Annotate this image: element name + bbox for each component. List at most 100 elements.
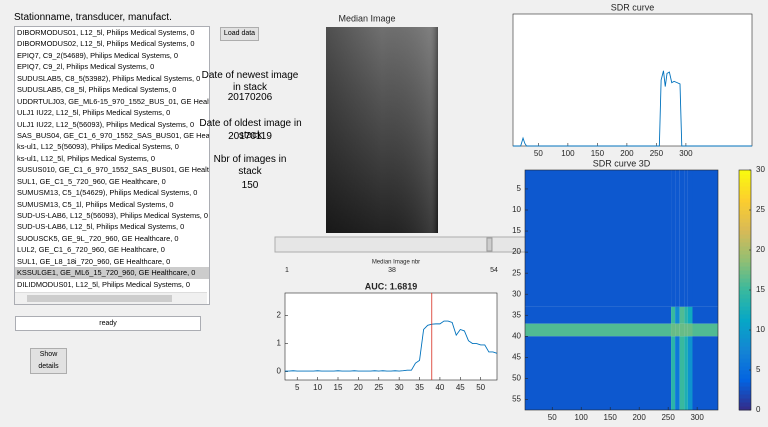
- x-tick-label: 300: [679, 149, 693, 158]
- y-tick-label: 10: [512, 205, 521, 214]
- x-tick-label: 100: [561, 149, 575, 158]
- x-tick-label: 100: [575, 413, 589, 422]
- y-tick-label: 40: [512, 331, 521, 340]
- y-tick-label: 0: [277, 367, 282, 376]
- heat-cell: [692, 306, 718, 324]
- list-item[interactable]: SUMUSM13, C5_1l, Philips Medical Systems…: [17, 199, 174, 209]
- colorbar-slice: [739, 318, 751, 323]
- show-details-button[interactable]: Show details: [30, 348, 67, 374]
- colorbar-slice: [739, 198, 751, 203]
- colorbar-slice: [739, 242, 751, 247]
- list-item[interactable]: SUDUSLAB5, C8_5(53982), Philips Medical …: [17, 73, 201, 83]
- colorbar-slice: [739, 350, 751, 355]
- colorbar-slice: [739, 306, 751, 311]
- heat-cell: [675, 306, 680, 324]
- list-item[interactable]: DIBORMODUS02, L12_5l, Philips Medical Sy…: [17, 39, 195, 49]
- colorbar-slice: [739, 326, 751, 331]
- list-item[interactable]: LUL2, GE_C1_6_720_960, GE Healthcare, 0: [17, 245, 165, 255]
- colorbar-slice: [739, 270, 751, 275]
- slider-value: 38: [388, 267, 396, 274]
- x-tick-label: 40: [435, 383, 444, 392]
- colorbar-slice: [739, 234, 751, 239]
- y-tick-label: 35: [512, 310, 521, 319]
- colorbar-slice: [739, 370, 751, 375]
- colorbar-slice: [739, 262, 751, 267]
- y-tick-label: 1: [277, 339, 282, 348]
- colorbar-slice: [739, 190, 751, 195]
- plot-area: [512, 13, 753, 147]
- heat-cell: [679, 170, 685, 307]
- colorbar-slice: [739, 382, 751, 387]
- list-item[interactable]: SUDUSLAB5, C8_5l, Philips Medical System…: [17, 85, 177, 95]
- list-item[interactable]: EPIQ7, C9_2l, Philips Medical Systems, 0: [17, 62, 155, 72]
- list-item[interactable]: ks-ul1, L12_5l, Philips Medical Systems,…: [17, 153, 156, 163]
- heat-cell: [684, 306, 688, 324]
- heat-cell: [671, 170, 676, 307]
- x-tick-label: 15: [334, 383, 343, 392]
- heat-cell: [675, 170, 680, 307]
- x-tick-label: 50: [476, 383, 485, 392]
- x-tick-label: 150: [591, 149, 605, 158]
- heat-cell: [679, 306, 685, 324]
- heat-cell: [525, 306, 672, 324]
- heat-cell: [525, 323, 672, 337]
- list-item[interactable]: ks-ul1, L12_5(56093), Philips Medical Sy…: [17, 142, 179, 152]
- list-header: Stationname, transducer, manufact.: [14, 12, 172, 23]
- h-scrollbar[interactable]: [15, 292, 207, 304]
- list-item[interactable]: SUL1, GE_C1_5_720_960, GE Healthcare, 0: [17, 176, 166, 186]
- chart-title: AUC: 1.6819: [365, 281, 418, 291]
- x-tick-label: 5: [295, 383, 300, 392]
- slider-thumb[interactable]: [486, 237, 493, 252]
- colorbar-slice: [739, 266, 751, 271]
- slider-label: Median Image nbr: [372, 260, 420, 266]
- list-item[interactable]: DILIDMODUS01, L12_5l, Philips Medical Sy…: [17, 279, 190, 289]
- heat-cell: [687, 306, 693, 324]
- list-item[interactable]: SUMUSM13, C5_1(54629), Philips Medical S…: [17, 188, 198, 198]
- colorbar-slice: [739, 330, 751, 335]
- colorbar-label: 10: [756, 325, 765, 334]
- colorbar-label: 20: [756, 245, 765, 254]
- heat-cell: [687, 336, 693, 410]
- colorbar-slice: [739, 222, 751, 227]
- colorbar-slice: [739, 214, 751, 219]
- y-tick-label: 5: [517, 184, 522, 193]
- x-tick-label: 50: [548, 413, 557, 422]
- count-label: Nbr of images in stack: [213, 154, 287, 177]
- list-item[interactable]: EPIQ7, C9_2(54689), Philips Medical Syst…: [17, 50, 179, 60]
- list-item[interactable]: SUD-US-LAB6, L12_5l, Philips Medical Sys…: [17, 222, 185, 232]
- y-tick-label: 25: [512, 268, 521, 277]
- list-item[interactable]: SUSUS010, GE_C1_6_970_1552_SAS_BUS01, GE…: [17, 165, 209, 175]
- colorbar-slice: [739, 202, 751, 207]
- heat-cell: [692, 323, 718, 337]
- colorbar-slice: [739, 366, 751, 371]
- load-data-button[interactable]: Load data: [220, 27, 259, 41]
- x-tick-label: 35: [415, 383, 424, 392]
- list-item[interactable]: SUD-US-LAB6, L12_5(56093), Philips Medic…: [17, 211, 209, 220]
- list-item[interactable]: SUL1, GE_L8_18i_720_960, GE Healthcare, …: [17, 256, 171, 266]
- heat-cell: [684, 336, 688, 410]
- heat-cell: [684, 323, 688, 337]
- median-image-shade: [326, 27, 438, 233]
- oldest-date: 20170119: [228, 131, 272, 142]
- x-tick-label: 20: [354, 383, 363, 392]
- colorbar-slice: [739, 290, 751, 295]
- colorbar-label: 5: [756, 365, 761, 374]
- scroll-thumb[interactable]: [27, 295, 172, 302]
- colorbar-slice: [739, 250, 751, 255]
- list-item[interactable]: ULJ1 IU22, L12_5l, Philips Medical Syste…: [17, 108, 171, 118]
- heat-cell: [687, 323, 693, 337]
- list-item[interactable]: SAS_BUS04, GE_C1_6_970_1552_SAS_BUS01, G…: [17, 130, 209, 140]
- x-tick-label: 30: [395, 383, 404, 392]
- list-item[interactable]: ULJ1 IU22, L12_5(56093), Philips Medical…: [17, 119, 195, 129]
- colorbar-slice: [739, 238, 751, 243]
- colorbar-slice: [739, 218, 751, 223]
- colorbar-slice: [739, 342, 751, 347]
- list-item[interactable]: DIBORMODUS01, L12_5l, Philips Medical Sy…: [17, 28, 195, 37]
- plot-area: [284, 292, 498, 381]
- colorbar-slice: [739, 338, 751, 343]
- list-item[interactable]: SUOUSCK5, GE_9L_720_960, GE Healthcare, …: [17, 233, 179, 243]
- list-item[interactable]: KSSULGE1, GE_ML6_15_720_960, GE Healthca…: [15, 267, 209, 279]
- list-item[interactable]: UDDRTULJ03, GE_ML6-15_970_1552_BUS_01, G…: [17, 96, 209, 106]
- colorbar-slice: [739, 194, 751, 199]
- colorbar-label: 30: [756, 165, 765, 174]
